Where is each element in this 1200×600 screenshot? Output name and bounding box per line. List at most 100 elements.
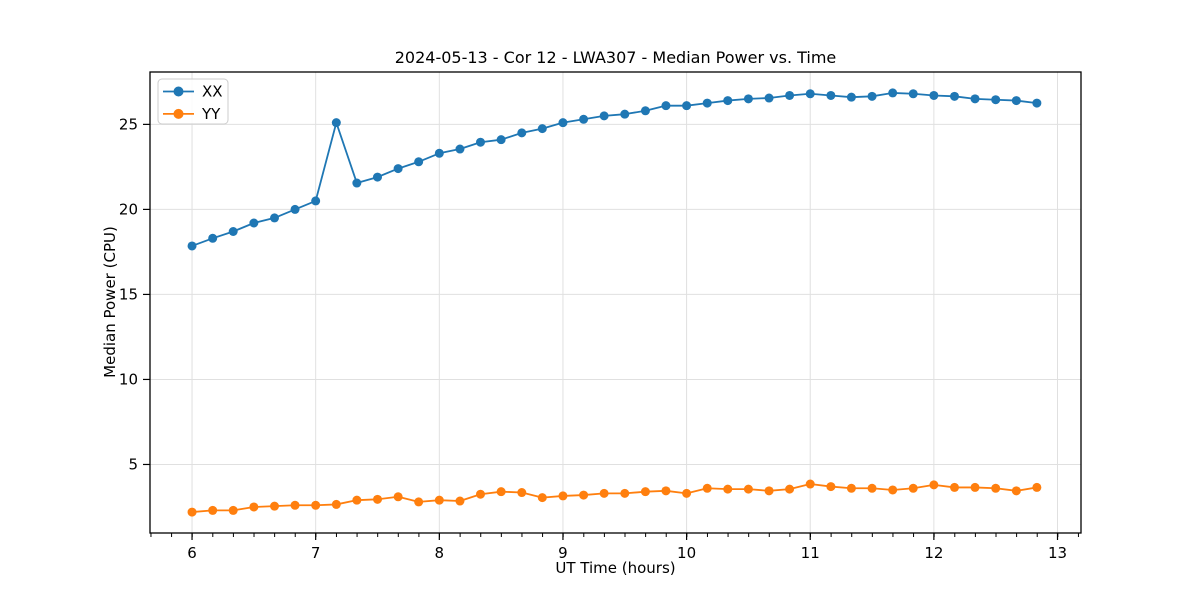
series-XX-point <box>682 101 692 111</box>
series-YY-point <box>393 492 403 502</box>
series-YY-point <box>455 496 465 506</box>
series-YY-point <box>950 482 960 492</box>
plot-spines <box>149 71 1082 534</box>
x-tick-label: 10 <box>677 544 696 562</box>
chart-title: 2024-05-13 - Cor 12 - LWA307 - Median Po… <box>394 48 837 67</box>
series-YY-point <box>331 499 341 509</box>
series-YY-point <box>929 480 939 490</box>
series-YY-point <box>228 505 238 515</box>
series-YY-point <box>187 507 197 517</box>
series-XX-point <box>620 109 630 119</box>
series-XX-point <box>1032 98 1042 108</box>
series-XX-point <box>888 88 898 98</box>
y-tick-label: 25 <box>119 115 138 133</box>
x-tick-label: 12 <box>924 544 943 562</box>
x-axis-label: UT Time (hours) <box>555 559 676 577</box>
series-XX-point <box>991 95 1001 105</box>
series-XX-point <box>867 91 877 101</box>
series-XX-point <box>517 128 527 138</box>
x-tick-label: 7 <box>311 544 321 562</box>
series-YY-point <box>517 488 527 498</box>
series-YY-point <box>475 489 485 499</box>
series-YY-point <box>682 488 692 498</box>
series-XX-point <box>455 144 465 154</box>
series-XX-point <box>723 96 733 106</box>
series-YY-point <box>558 491 568 501</box>
series-XX-point <box>331 118 341 128</box>
series-XX-point <box>702 98 712 108</box>
series-XX-point <box>764 93 774 103</box>
series-YY-point <box>846 483 856 493</box>
y-tick-label: 20 <box>119 200 138 218</box>
series-YY-point <box>970 482 980 492</box>
series-XX-point <box>475 137 485 147</box>
series-YY-point <box>270 501 280 511</box>
series-XX-point <box>249 218 259 228</box>
series-YY-point <box>785 484 795 494</box>
series-XX-point <box>372 172 382 182</box>
legend-label: XX <box>202 83 223 101</box>
series-YY-point <box>908 483 918 493</box>
series-YY-point <box>805 479 815 489</box>
series-YY-point <box>599 488 609 498</box>
series-XX-point <box>290 204 300 214</box>
series-YY-point <box>1011 486 1021 496</box>
series-YY-point <box>991 483 1001 493</box>
series-XX-line <box>191 92 1037 247</box>
legend-marker <box>173 86 184 97</box>
series-XX-point <box>393 164 403 174</box>
series-YY-point <box>1032 482 1042 492</box>
x-tick-label: 11 <box>801 544 820 562</box>
series-YY-point <box>723 484 733 494</box>
series-YY-point <box>311 500 321 510</box>
x-tick-label: 13 <box>1048 544 1067 562</box>
series-YY-point <box>661 486 671 496</box>
series-XX-point <box>228 227 238 237</box>
legend-label: YY <box>201 105 221 123</box>
series-XX-point <box>661 101 671 111</box>
series-YY-point <box>496 487 506 497</box>
series-XX-point <box>640 106 650 116</box>
series-YY-point <box>620 488 630 498</box>
y-tick-label: 15 <box>119 285 138 303</box>
series-YY-point <box>208 505 218 515</box>
series-XX-point <box>496 135 506 145</box>
series-XX-point <box>743 94 753 104</box>
series-XX-point <box>908 89 918 99</box>
x-tick-label: 6 <box>187 544 197 562</box>
series-XX-point <box>599 111 609 121</box>
series-YY-point <box>743 484 753 494</box>
series-YY-point <box>764 486 774 496</box>
series-XX-point <box>414 157 424 167</box>
series-YY-point <box>867 483 877 493</box>
series-XX-point <box>1011 96 1021 106</box>
series-YY-point <box>702 483 712 493</box>
series-XX-point <box>950 91 960 101</box>
series-YY-point <box>537 493 547 503</box>
y-axis-label: Median Power (CPU) <box>101 226 119 378</box>
series-XX-point <box>826 90 836 100</box>
series-XX-point <box>352 178 362 188</box>
x-tick-label: 8 <box>435 544 445 562</box>
series-XX-point <box>311 196 321 206</box>
series-YY-point <box>414 497 424 507</box>
series-YY-point <box>640 487 650 497</box>
legend-marker <box>173 108 184 119</box>
series-YY-point <box>249 502 259 512</box>
series-YY-point <box>372 494 382 504</box>
y-tick-label: 5 <box>128 455 138 473</box>
series-XX-point <box>208 233 218 243</box>
x-tick-label: 9 <box>558 544 568 562</box>
series-YY-point <box>888 485 898 495</box>
series-XX-point <box>579 114 589 124</box>
series-XX-point <box>537 124 547 134</box>
series-XX-point <box>970 94 980 104</box>
series-XX-point <box>785 90 795 100</box>
series-YY-point <box>290 500 300 510</box>
series-YY-point <box>579 490 589 500</box>
series-YY-point <box>352 495 362 505</box>
y-tick-label: 10 <box>119 370 138 388</box>
series-XX-point <box>846 92 856 102</box>
